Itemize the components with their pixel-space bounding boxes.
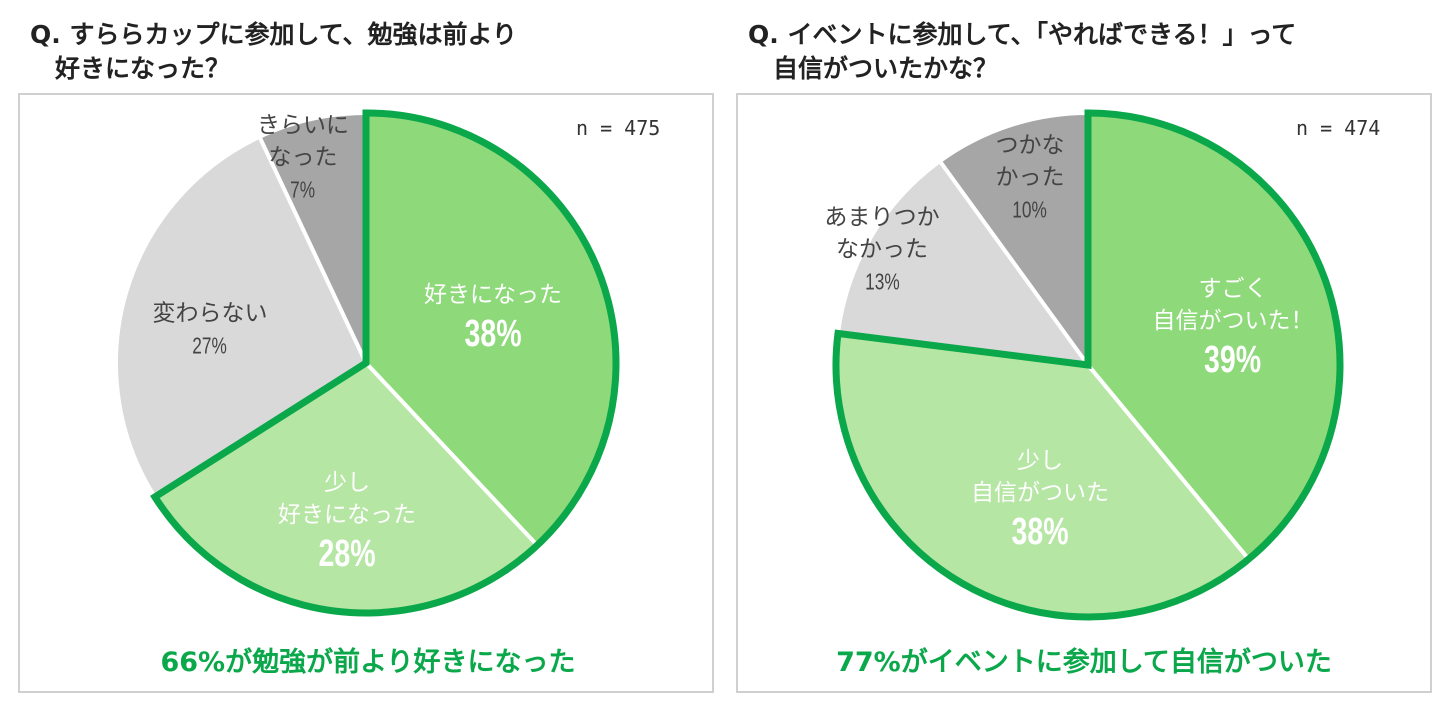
slice-label-line: あまりつか bbox=[824, 204, 940, 231]
chart2-slice-label-4: つかなかった 10% bbox=[996, 130, 1065, 227]
chart1-sample-size: n = 475 bbox=[576, 116, 661, 140]
slice-value-label: 38% bbox=[1011, 511, 1069, 553]
chart2-slice-label-2: 少し自信がついた 38% bbox=[971, 445, 1109, 555]
chart2-slice-4 bbox=[937, 110, 1090, 372]
slice-label-line: すごく bbox=[1198, 276, 1268, 302]
chart2-panel bbox=[736, 93, 1432, 693]
slice-label-line: 自信がついた bbox=[971, 480, 1109, 506]
chart2-slice-3 bbox=[835, 158, 1093, 368]
chart1-highlight-outline bbox=[150, 109, 620, 617]
chart2-slice-label-3: あまりつかなかった 13% bbox=[824, 202, 939, 299]
slice-label-line: 好きになった bbox=[424, 282, 562, 308]
slice-value-label: 7% bbox=[290, 176, 316, 203]
chart2-highlight-outline bbox=[832, 109, 1344, 621]
chart1-slice-label-1: 好きになった 38% bbox=[424, 279, 562, 357]
chart1-slice-label-4: きらいになった 7% bbox=[257, 110, 349, 207]
slice-value-label: 13% bbox=[864, 268, 900, 295]
slice-value-label: 39% bbox=[1204, 339, 1262, 381]
chart1-highlight: 66%が勉強が前より好きになった bbox=[160, 647, 576, 678]
slice-label-line: 好きになった bbox=[278, 502, 416, 528]
slice-label-line: 少し bbox=[324, 470, 370, 496]
chart1-slice-label-3: 変わらない 27% bbox=[153, 298, 268, 363]
chart2-sample-size: n = 474 bbox=[1296, 116, 1381, 140]
slice-label-line: 自信がついた！ bbox=[1152, 308, 1314, 334]
slice-label-line: 少し bbox=[1017, 448, 1063, 474]
slice-label-line: なった bbox=[268, 144, 338, 171]
chart2-title: Q. イベントに参加して、「やればできる！」って 自信がついたかな？ bbox=[748, 20, 1297, 83]
chart2-highlight: 77%がイベントに参加して自信がついた bbox=[836, 647, 1332, 678]
chart1-slice-label-2: 少し好きになった 28% bbox=[278, 467, 416, 577]
slice-label-line: なかった bbox=[835, 236, 928, 263]
slice-label-line: つかな bbox=[995, 132, 1065, 159]
chart1-panel bbox=[18, 93, 714, 693]
slice-label-line: 変わらない bbox=[152, 300, 268, 327]
slice-label-line: きらいに bbox=[257, 112, 349, 139]
chart2-slice-label-1: すごく自信がついた！ 39% bbox=[1153, 273, 1314, 383]
slice-value-label: 28% bbox=[318, 533, 376, 575]
slice-label-line: かった bbox=[995, 164, 1065, 191]
chart1-title: Q. すららカップに参加して、勉強は前より 好きになった？ bbox=[30, 20, 517, 83]
slice-value-label: 38% bbox=[464, 313, 522, 355]
slice-value-label: 27% bbox=[192, 332, 228, 359]
slice-value-label: 10% bbox=[1012, 196, 1048, 223]
chart1-slice-3 bbox=[114, 134, 369, 500]
